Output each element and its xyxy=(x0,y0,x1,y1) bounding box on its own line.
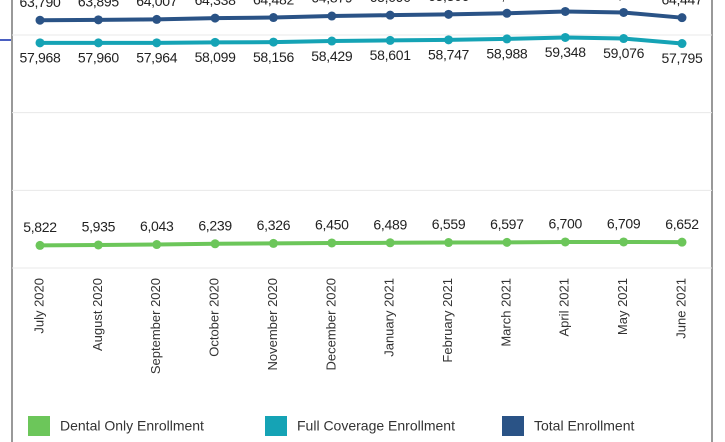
point xyxy=(327,238,337,248)
point xyxy=(35,240,45,250)
value-label: 6,450 xyxy=(315,217,349,233)
x-tick-label: April 2021 xyxy=(557,278,572,337)
point xyxy=(152,240,162,250)
value-label: 6,239 xyxy=(198,217,232,233)
point xyxy=(93,240,103,250)
point xyxy=(35,38,45,48)
legend-label: Total Enrollment xyxy=(534,418,634,434)
point xyxy=(35,15,45,25)
value-label: 65,306 xyxy=(428,0,470,4)
point xyxy=(677,13,687,23)
value-label: 57,968 xyxy=(19,50,61,66)
point xyxy=(327,11,337,21)
point xyxy=(268,238,278,248)
x-tick-label: November 2020 xyxy=(265,278,280,371)
point xyxy=(677,237,687,247)
x-tick-label: March 2021 xyxy=(498,278,513,347)
value-label: 6,700 xyxy=(548,216,582,232)
value-label: 6,043 xyxy=(140,218,174,234)
x-tick-label: October 2020 xyxy=(207,278,222,357)
value-label: 58,099 xyxy=(195,49,237,65)
value-label: 58,429 xyxy=(311,48,353,64)
value-label: 58,156 xyxy=(253,49,295,65)
point xyxy=(152,14,162,24)
value-label: 59,076 xyxy=(603,45,645,61)
x-tick-label: August 2020 xyxy=(90,278,105,351)
value-label: 63,790 xyxy=(19,0,61,10)
value-label: 57,795 xyxy=(661,50,703,66)
series-line xyxy=(39,239,683,248)
point xyxy=(502,34,512,44)
value-label: 6,489 xyxy=(373,216,407,232)
legend-label: Full Coverage Enrollment xyxy=(297,418,455,434)
x-tick-label: January 2021 xyxy=(382,278,397,357)
point xyxy=(210,13,220,23)
point xyxy=(385,35,395,45)
x-tick-label: May 2021 xyxy=(615,278,630,335)
value-label: 66,048 xyxy=(545,0,587,1)
x-tick-label: September 2020 xyxy=(148,278,163,374)
point xyxy=(502,237,512,247)
value-label: 5,822 xyxy=(23,219,57,235)
point xyxy=(560,32,570,42)
legend-swatch xyxy=(28,416,50,436)
point xyxy=(619,237,629,247)
point xyxy=(385,238,395,248)
value-label: 5,935 xyxy=(82,219,116,235)
value-label: 65,785 xyxy=(603,0,645,2)
series-line xyxy=(39,9,683,23)
value-label: 58,747 xyxy=(428,47,470,63)
legend-swatch xyxy=(265,416,287,436)
x-tick-label: February 2021 xyxy=(440,278,455,363)
value-label: 64,338 xyxy=(195,0,237,8)
point xyxy=(444,238,454,248)
x-tick-label: June 2021 xyxy=(673,278,688,339)
value-label: 6,597 xyxy=(490,216,524,232)
point xyxy=(560,237,570,247)
point xyxy=(444,9,454,19)
point xyxy=(93,38,103,48)
point xyxy=(444,35,454,45)
value-label: 65,090 xyxy=(370,0,412,5)
point xyxy=(268,37,278,47)
value-label: 58,988 xyxy=(486,46,528,62)
point xyxy=(327,36,337,46)
value-label: 64,447 xyxy=(661,0,703,7)
point xyxy=(502,8,512,18)
value-label: 6,559 xyxy=(432,216,466,232)
value-label: 64,879 xyxy=(311,0,353,6)
point xyxy=(619,7,629,17)
legend-swatch xyxy=(502,416,524,436)
x-tick-label: December 2020 xyxy=(323,278,338,371)
value-label: 6,652 xyxy=(665,216,699,232)
value-label: 63,895 xyxy=(78,0,120,10)
value-label: 59,348 xyxy=(545,44,587,60)
value-label: 65,585 xyxy=(486,0,528,3)
point xyxy=(93,15,103,25)
value-label: 58,601 xyxy=(370,47,412,63)
value-label: 6,709 xyxy=(607,216,641,232)
value-label: 57,960 xyxy=(78,50,120,66)
series-line xyxy=(39,35,683,46)
x-tick-label: July 2020 xyxy=(31,278,46,334)
point xyxy=(268,13,278,23)
point xyxy=(560,6,570,16)
point xyxy=(385,10,395,20)
value-label: 64,482 xyxy=(253,0,295,7)
value-label: 6,326 xyxy=(257,217,291,233)
point xyxy=(152,38,162,48)
value-label: 64,007 xyxy=(136,0,178,9)
point xyxy=(210,37,220,47)
legend-label: Dental Only Enrollment xyxy=(60,418,204,434)
point xyxy=(677,39,687,49)
value-label: 57,964 xyxy=(136,50,178,66)
point xyxy=(619,34,629,44)
point xyxy=(210,239,220,249)
